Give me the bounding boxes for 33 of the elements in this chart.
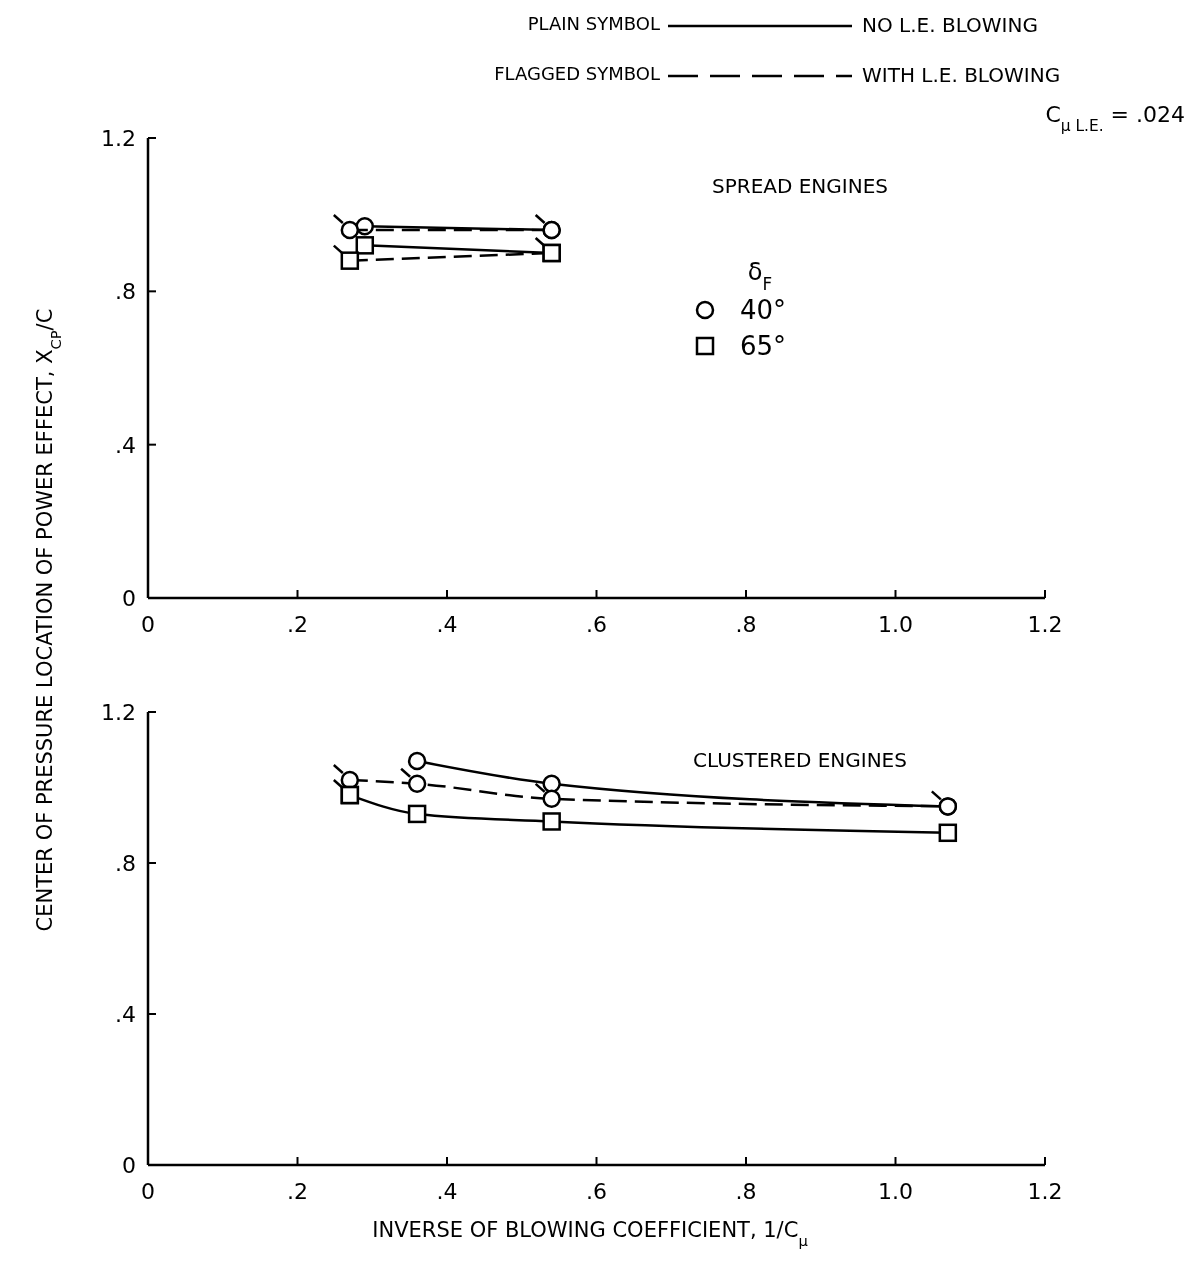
text: PLAIN SYMBOL — [527, 13, 660, 34]
x-tick-label: 1.0 — [878, 1179, 913, 1204]
x-tick-label: .6 — [586, 1179, 607, 1204]
text: WITH L.E. BLOWING — [862, 63, 1061, 87]
text: SPREAD ENGINES — [711, 174, 889, 198]
x-axis-title: INVERSE OF BLOWING COEFFICIENT, 1/C$_{μ}$ — [372, 1218, 808, 1249]
x-tick-label: .8 — [735, 1179, 757, 1204]
legend-label: 40° — [740, 295, 787, 325]
y-tick-label: .8 — [115, 851, 136, 876]
y-tick-label: 0 — [122, 586, 136, 611]
y-tick-label: 1.2 — [101, 700, 136, 725]
x-tick-label: .4 — [436, 612, 458, 637]
x-tick-label: 1.2 — [1027, 1179, 1063, 1204]
x-tick-label: .2 — [287, 612, 308, 637]
text: C$_{μ L.E.}$ = .024 — [1045, 102, 1185, 135]
x-tick-label: 1.2 — [1027, 612, 1063, 637]
x-tick-label: .8 — [735, 612, 757, 637]
text: CLUSTERED ENGINES — [693, 748, 907, 772]
x-tick-label: .6 — [586, 612, 607, 637]
y-tick-label: .4 — [115, 1002, 136, 1027]
x-tick-label: .4 — [436, 1179, 458, 1204]
text: NO L.E. BLOWING — [862, 13, 1038, 37]
legend-title: δ$_{F}$ — [747, 258, 773, 294]
y-tick-label: .4 — [115, 432, 136, 458]
y-tick-label: .8 — [115, 279, 136, 305]
x-tick-label: .2 — [287, 1179, 308, 1204]
x-tick-label: 1.0 — [878, 612, 913, 637]
x-tick-label: 0 — [141, 1179, 155, 1204]
legend-label: 65° — [740, 331, 787, 361]
y-tick-label: 1.2 — [101, 126, 136, 151]
y-tick-label: 0 — [122, 1153, 136, 1178]
x-tick-label: 0 — [141, 612, 155, 637]
text: FLAGGED SYMBOL — [494, 63, 660, 84]
